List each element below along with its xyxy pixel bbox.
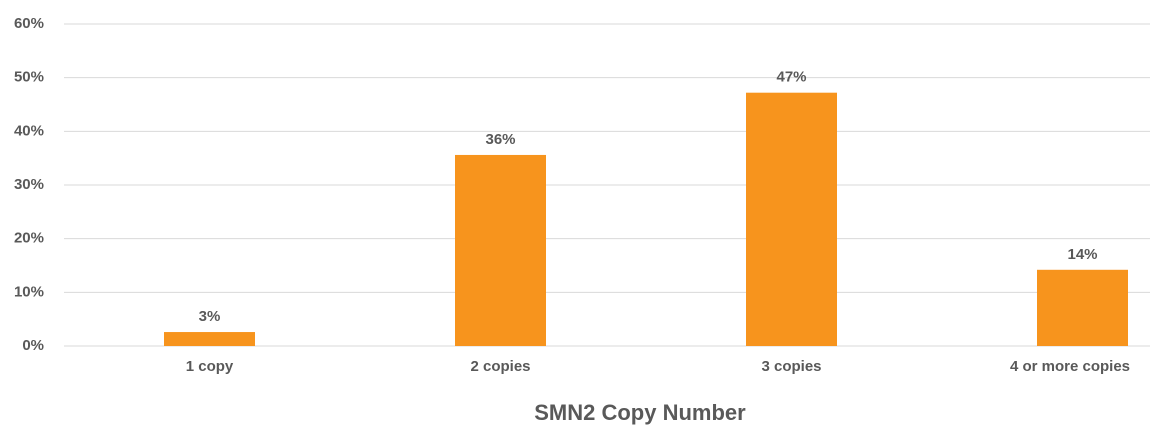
bar	[455, 154, 546, 346]
data-label: 47%	[776, 69, 806, 86]
x-tick-label: 2 copies	[470, 358, 530, 375]
y-tick-label: 30%	[14, 176, 44, 193]
x-axis-title: SMN2 Copy Number	[534, 400, 746, 425]
y-tick-label: 0%	[22, 337, 44, 354]
y-tick-label: 20%	[14, 230, 44, 247]
y-tick-label: 50%	[14, 69, 44, 86]
data-label: 14%	[1067, 246, 1097, 263]
bar	[746, 92, 837, 347]
data-label: 36%	[485, 131, 515, 148]
x-tick-label: 3 copies	[761, 358, 821, 375]
data-label: 3%	[199, 308, 221, 325]
y-tick-label: 10%	[14, 283, 44, 300]
bar	[1037, 269, 1128, 346]
x-tick-label: 1 copy	[186, 358, 234, 375]
bar	[164, 332, 255, 346]
x-tick-label: 4 or more copies	[1010, 358, 1130, 375]
y-tick-label: 40%	[14, 122, 44, 139]
y-tick-label: 60%	[14, 15, 44, 32]
